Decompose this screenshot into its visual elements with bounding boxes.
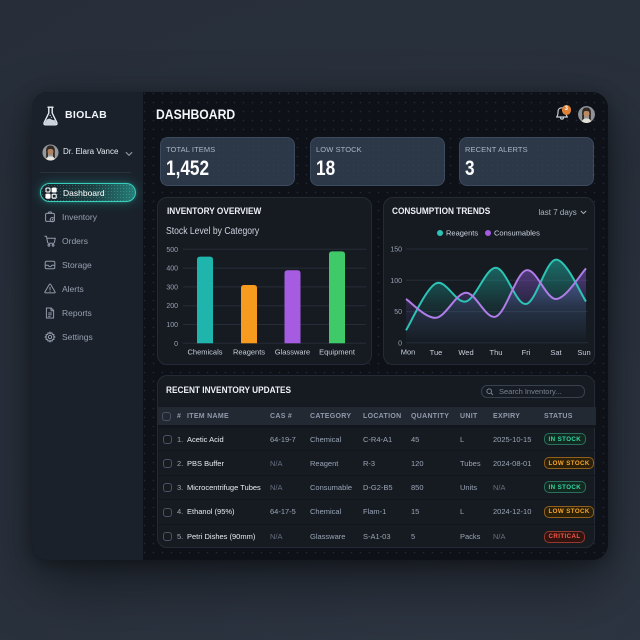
svg-text:Equipment: Equipment xyxy=(319,348,356,357)
svg-text:500: 500 xyxy=(166,247,178,254)
svg-text:50: 50 xyxy=(394,309,402,316)
svg-text:Reagents: Reagents xyxy=(233,348,265,357)
svg-text:Fri: Fri xyxy=(522,348,531,357)
svg-text:100: 100 xyxy=(166,322,178,329)
svg-text:Sun: Sun xyxy=(577,348,590,357)
svg-text:300: 300 xyxy=(166,284,178,291)
svg-text:Tue: Tue xyxy=(430,348,443,357)
svg-text:Mon: Mon xyxy=(401,348,416,357)
svg-text:150: 150 xyxy=(390,247,402,254)
svg-text:Chemicals: Chemicals xyxy=(187,348,222,357)
svg-text:Thu: Thu xyxy=(490,348,503,357)
svg-text:0: 0 xyxy=(174,341,178,348)
svg-text:Sat: Sat xyxy=(550,348,562,357)
svg-text:Consumables: Consumables xyxy=(494,229,540,238)
svg-text:400: 400 xyxy=(166,266,178,273)
svg-text:0: 0 xyxy=(398,340,402,347)
svg-text:Glassware: Glassware xyxy=(275,348,310,357)
svg-text:Wed: Wed xyxy=(458,348,473,357)
svg-text:Reagents: Reagents xyxy=(446,229,478,238)
svg-text:200: 200 xyxy=(166,303,178,310)
svg-text:100: 100 xyxy=(390,278,402,285)
